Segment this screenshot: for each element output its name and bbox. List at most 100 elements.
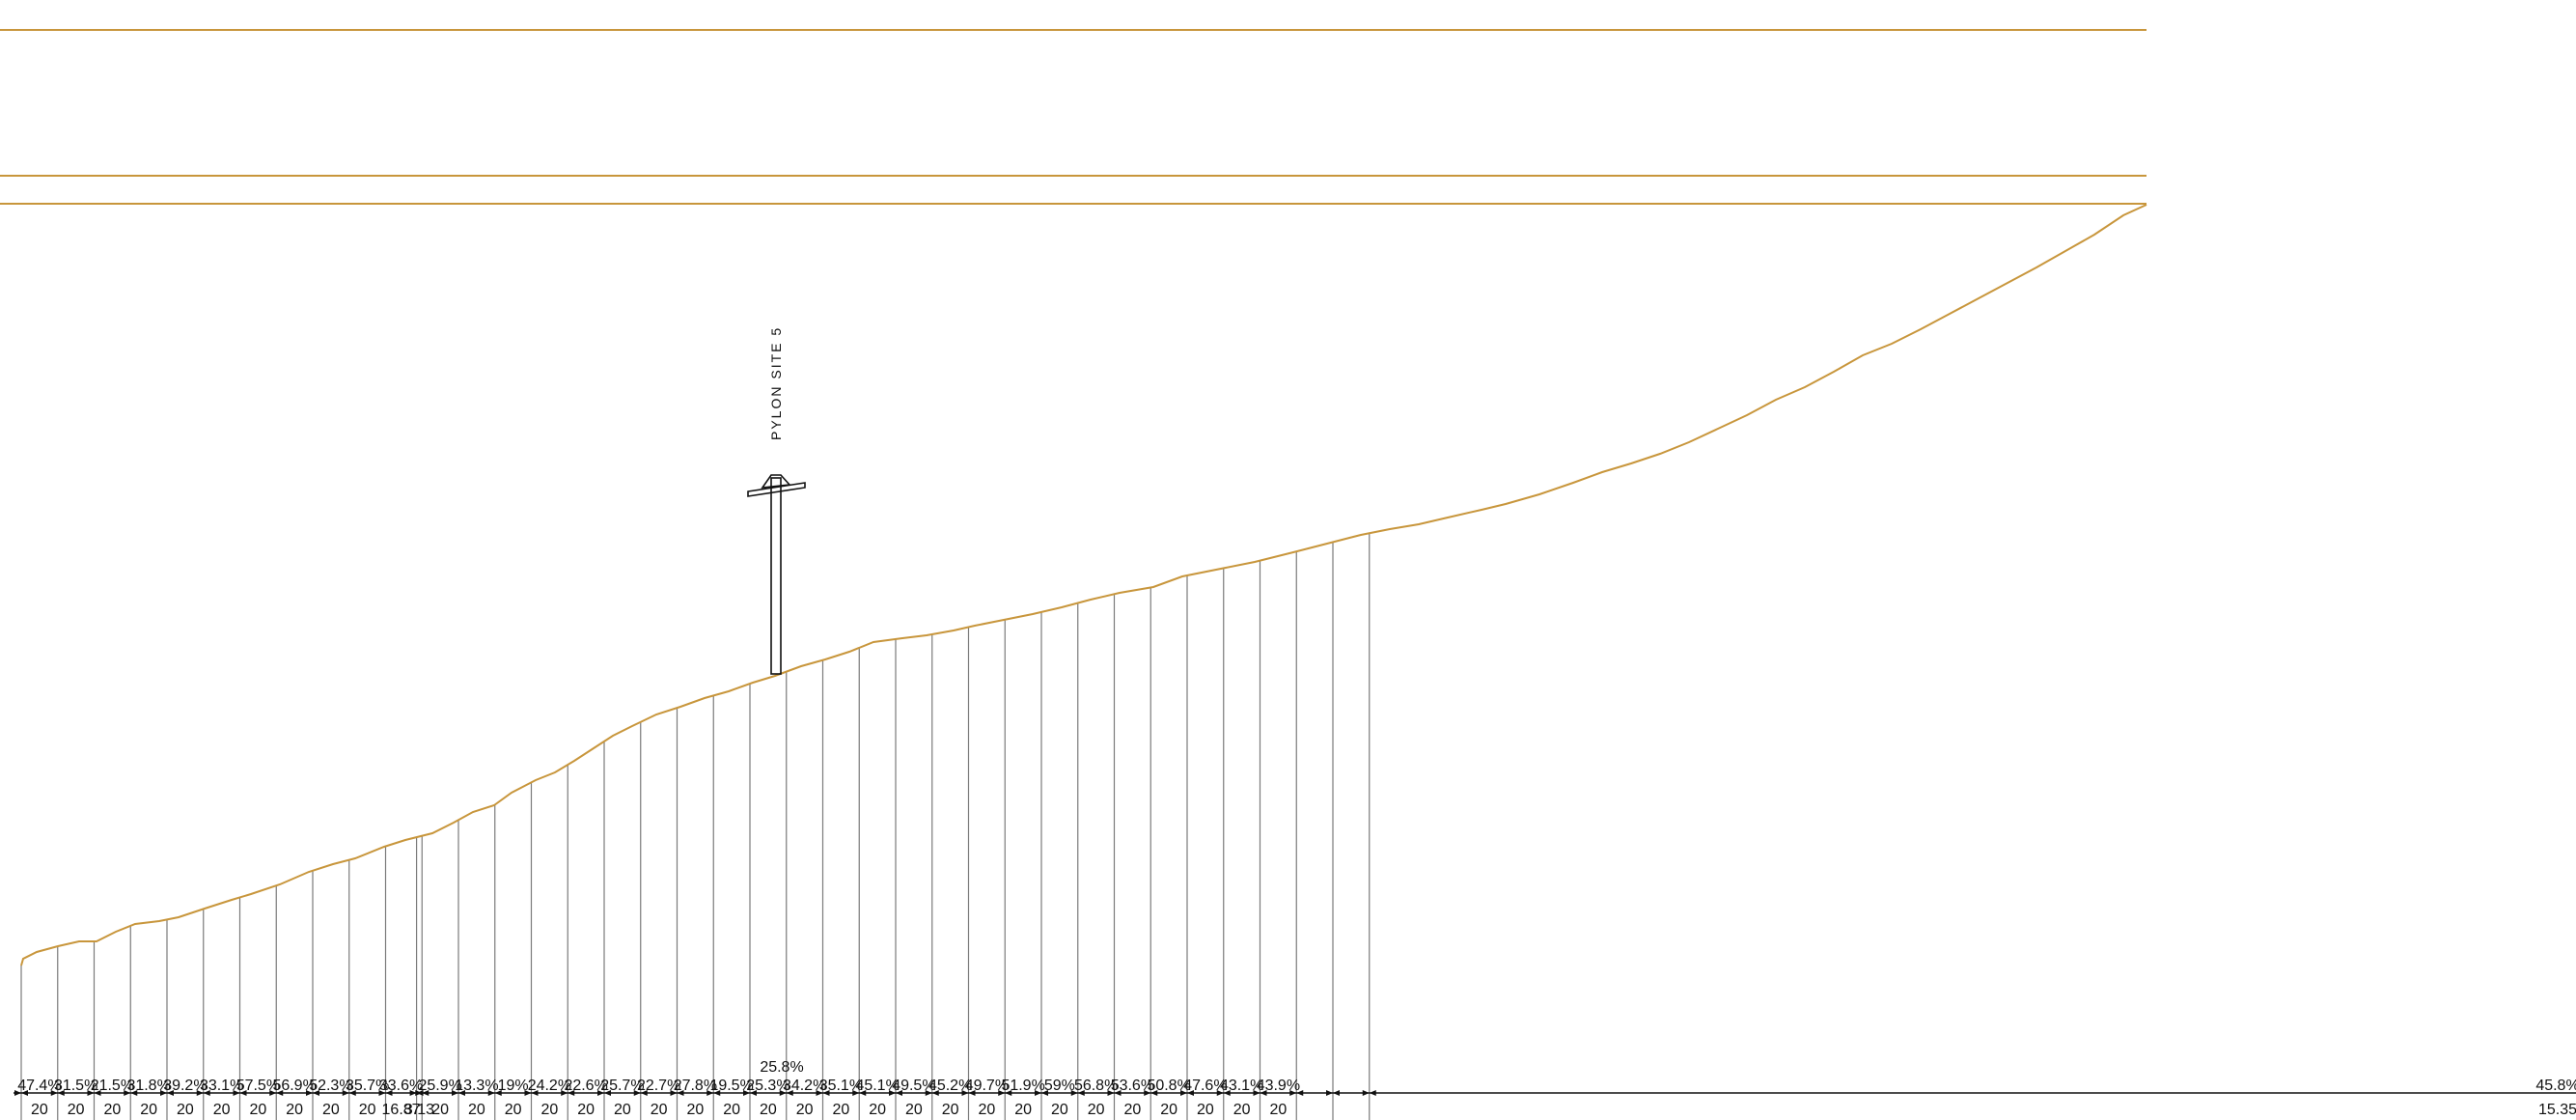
- segment-slope-label: 35.1%: [819, 1078, 863, 1094]
- dimension-arrow: [816, 1090, 823, 1096]
- dimension-arrow: [1362, 1090, 1370, 1096]
- segment-slope-label: 21.5%: [91, 1078, 134, 1094]
- dimension-arrow: [422, 1090, 429, 1096]
- segment-slope-label: 59%: [1044, 1078, 1075, 1094]
- segment-length-label: 20: [249, 1102, 266, 1118]
- segment-length-label: 20: [723, 1102, 740, 1118]
- segment-slope-label: 31.5%: [54, 1078, 97, 1094]
- segment-slope-label: 34.2%: [783, 1078, 826, 1094]
- section-lines: [20, 533, 1371, 1120]
- segment-slope-label: 25.9%: [418, 1078, 461, 1094]
- dimension-arrow: [276, 1090, 284, 1096]
- dimension-arrow: [494, 1090, 502, 1096]
- segment-slope-label: 43.9%: [1257, 1078, 1300, 1094]
- dimension-arrow: [706, 1090, 714, 1096]
- dimension-arrow: [1035, 1090, 1041, 1096]
- dimension-arrow: [822, 1090, 830, 1096]
- segment-slope-label: 33.6%: [379, 1078, 423, 1094]
- segment-length-label: 20: [31, 1102, 48, 1118]
- dimension-arrow: [348, 1090, 356, 1096]
- segment-length-label: 20: [869, 1102, 886, 1118]
- dimension-arrow: [94, 1090, 101, 1096]
- dimension-arrow: [1114, 1090, 1122, 1096]
- segment-slope-label: 27.8%: [674, 1078, 717, 1094]
- dimension-arrow: [1150, 1090, 1158, 1096]
- segment-length-label: 20: [68, 1102, 85, 1118]
- dimension-arrow: [1260, 1090, 1267, 1096]
- segment-length-label: 20: [577, 1102, 595, 1118]
- segment-slope-label: 33.1%: [200, 1078, 243, 1094]
- pylon-site-label: PYLON SITE 5: [768, 326, 784, 440]
- segment-length-label: 20: [1014, 1102, 1032, 1118]
- segment-length-label: 20: [1233, 1102, 1251, 1118]
- segment-slope-label: 45.2%: [928, 1078, 972, 1094]
- segment-slope-label: 43.1%: [1220, 1078, 1263, 1094]
- segment-length-label: 20: [505, 1102, 522, 1118]
- dimension-arrow: [640, 1090, 648, 1096]
- segment-slope-label: 49.5%: [892, 1078, 935, 1094]
- segment-length-label: 20: [1051, 1102, 1068, 1118]
- segment-length-label: 20: [1123, 1102, 1141, 1118]
- pylon-slope-label: 25.8%: [760, 1059, 803, 1076]
- segment-length-label: 16.87: [382, 1102, 421, 1118]
- dimension-arrow: [378, 1090, 386, 1096]
- segment-length-label: 20: [832, 1102, 849, 1118]
- terrain-profile-line: [20, 204, 2147, 966]
- segment-length-label: 20: [796, 1102, 814, 1118]
- dimension-arrow: [1070, 1090, 1078, 1096]
- dimension-arrow: [786, 1090, 793, 1096]
- dimension-arrow: [1077, 1090, 1085, 1096]
- dimension-arrow: [1253, 1090, 1260, 1096]
- dimension-arrow: [452, 1090, 458, 1096]
- pylon-mast: [770, 477, 782, 675]
- dimension-arrow: [604, 1090, 611, 1096]
- dimension-arrow: [1144, 1090, 1151, 1096]
- segment-length-label: 20: [431, 1102, 449, 1118]
- dimension-arrow: [269, 1090, 277, 1096]
- segment-slope-label: 45.8%: [2535, 1078, 2576, 1094]
- dimension-arrow: [50, 1090, 58, 1096]
- dimension-arrow: [130, 1090, 138, 1096]
- dimension-line: [14, 1090, 2576, 1096]
- segment-length-label: 20: [177, 1102, 194, 1118]
- dimension-arrow: [713, 1090, 721, 1096]
- dimension-arrow: [458, 1090, 465, 1096]
- segment-length-label: 20: [978, 1102, 995, 1118]
- dimension-arrow: [896, 1090, 902, 1096]
- segment-slope-label: 56.9%: [272, 1078, 316, 1094]
- dimension-arrow: [1333, 1090, 1340, 1096]
- segment-length-label: 20: [1088, 1102, 1105, 1118]
- segment-slope-label: 25.7%: [600, 1078, 644, 1094]
- segment-length-label: 20: [286, 1102, 303, 1118]
- dimension-arrow: [167, 1090, 174, 1096]
- dimension-arrow: [1005, 1090, 1012, 1096]
- dimension-arrow: [87, 1090, 95, 1096]
- segment-length-label: 20: [614, 1102, 631, 1118]
- dimension-arrow: [931, 1090, 939, 1096]
- segment-slope-label: 22.6%: [564, 1078, 607, 1094]
- dimension-arrow: [531, 1090, 539, 1096]
- segment-slope-label: 57.5%: [236, 1078, 280, 1094]
- segment-length-label: 3.13: [404, 1102, 434, 1118]
- dimension-arrow: [239, 1090, 247, 1096]
- segment-length-label: 20: [103, 1102, 121, 1118]
- segment-length-label: 20: [140, 1102, 157, 1118]
- dimension-arrow: [597, 1090, 604, 1096]
- segment-slope-label: 52.3%: [309, 1078, 352, 1094]
- segment-length-label: 20: [686, 1102, 704, 1118]
- segment-slope-label: 24.2%: [528, 1078, 571, 1094]
- dimension-arrow: [568, 1090, 575, 1096]
- dimension-arrow: [998, 1090, 1006, 1096]
- dimension-arrow: [124, 1090, 131, 1096]
- dimension-arrow: [21, 1090, 28, 1096]
- segment-slope-label: 50.8%: [1147, 1078, 1190, 1094]
- segment-slope-label: 35.7%: [346, 1078, 389, 1094]
- segment-length-label: 20: [1269, 1102, 1287, 1118]
- segment-length-label: 20: [651, 1102, 668, 1118]
- dimension-arrow: [1326, 1090, 1333, 1096]
- segment-slope-label: 56.8%: [1074, 1078, 1118, 1094]
- dimension-arrow: [1041, 1090, 1048, 1096]
- segment-slope-label: 47.6%: [1183, 1078, 1227, 1094]
- dimension-arrow: [852, 1090, 860, 1096]
